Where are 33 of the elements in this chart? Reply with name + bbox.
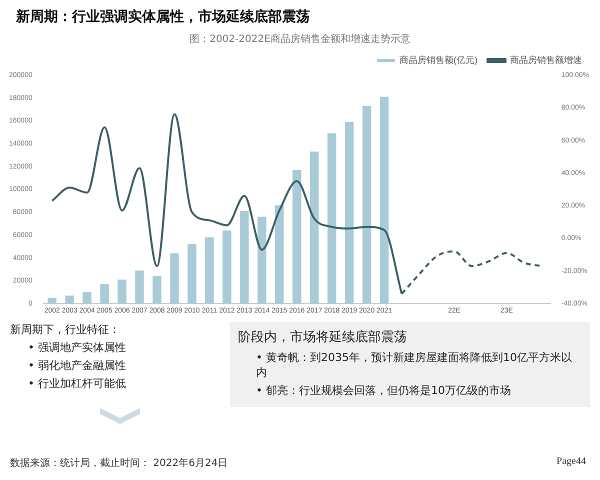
legend-label: 商品房销售额(亿元) [400, 54, 478, 65]
text: • 强调地产实体属性 [28, 340, 127, 355]
bar [222, 230, 232, 304]
bar [240, 211, 249, 304]
bar [82, 292, 92, 304]
text: 新周期下，行业特征： [10, 322, 121, 337]
bar [258, 216, 266, 304]
bar [380, 96, 389, 304]
text: • 弱化地产金融属性 [28, 358, 127, 373]
bar [118, 280, 126, 304]
bar [292, 170, 302, 304]
text: • 郁亮：行业规模会回落，但仍将是10万亿级的市场 [256, 383, 512, 398]
bar [327, 133, 336, 304]
bar [188, 244, 196, 304]
legend-label: 商品房销售额增速 [510, 54, 582, 65]
bar [344, 122, 354, 304]
text: • 黄奇帆：到2035年，预计新建房屋建面将降低到10亿平方米以内 [256, 350, 573, 380]
text: • 行业加杠杆可能低 [28, 376, 127, 391]
bar [100, 284, 109, 304]
bar [275, 205, 284, 304]
bar [135, 270, 144, 304]
chart-title: 新周期：行业强调实体属性，市场延续底部震荡 [16, 8, 310, 26]
text: 阶段内，市场将延续底部震荡 [238, 329, 408, 346]
text: Page44 [556, 456, 586, 467]
bar [65, 296, 74, 304]
source-note: 数据来源：统计局，截止时间： 2022年6月24日 [10, 456, 228, 470]
bar [152, 276, 162, 304]
bar [170, 253, 179, 304]
bar [48, 298, 56, 304]
chart-subtitle: 图：2002-2022E商品房销售金额和增速走势示意 [188, 32, 412, 46]
bar [205, 237, 214, 304]
bar [310, 152, 319, 304]
bar [362, 106, 372, 304]
